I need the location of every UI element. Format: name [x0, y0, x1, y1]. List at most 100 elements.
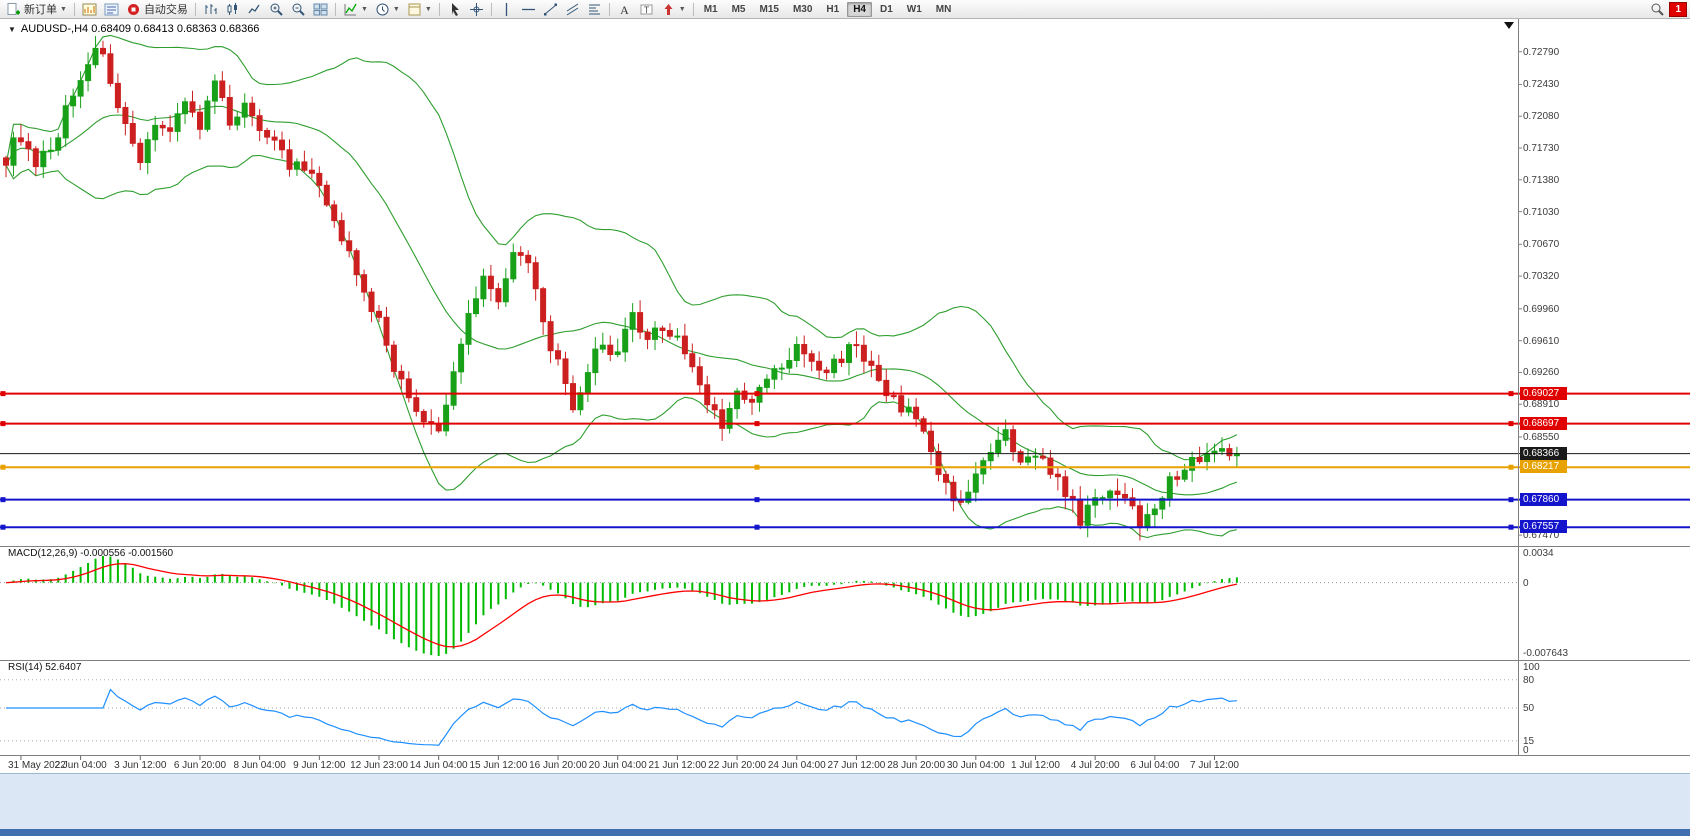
time-axis-label: 3 Jun 12:00	[114, 760, 167, 771]
text-icon: A	[620, 3, 629, 17]
time-axis-label: 6 Jul 04:00	[1130, 760, 1179, 771]
arrow-symbol-icon	[664, 3, 673, 15]
timeframe-button-H4[interactable]: H4	[847, 1, 872, 17]
time-axis-label: 22 Jun 20:00	[708, 760, 766, 771]
vertical-line-icon	[505, 2, 507, 16]
horizontal-line-button[interactable]	[518, 1, 539, 17]
chevron-down-icon: ▼	[392, 5, 400, 13]
toolbar-separator	[490, 2, 492, 16]
new-order-icon	[7, 2, 20, 15]
text-label-button[interactable]: T	[636, 1, 657, 17]
toolbar-separator	[334, 2, 336, 16]
vertical-line-button[interactable]	[496, 1, 517, 17]
tile-windows-button[interactable]	[310, 1, 331, 17]
channel-button[interactable]	[562, 1, 583, 17]
bar-chart-button[interactable]	[200, 1, 221, 17]
candlestick-chart-button[interactable]	[222, 1, 243, 17]
clock-icon	[376, 3, 389, 15]
crosshair-button[interactable]	[466, 1, 487, 17]
fibonacci-button[interactable]	[584, 1, 605, 17]
timeframe-button-M1[interactable]: M1	[703, 3, 718, 15]
scroll-marker-icon[interactable]	[1504, 22, 1514, 29]
main-toolbar: 新订单 ▼ 自动交易	[0, 0, 1690, 19]
toolbar-separator	[438, 2, 440, 16]
bottom-panel	[0, 773, 1690, 830]
tile-windows-icon	[313, 3, 328, 15]
trendline-button[interactable]	[540, 1, 561, 17]
indicators-icon	[344, 3, 357, 15]
autotrading-label: 自动交易	[143, 4, 188, 16]
text-button[interactable]: A	[614, 1, 635, 17]
window-edge-strip	[0, 829, 1690, 836]
charts-window-button[interactable]	[79, 1, 100, 17]
timeframe-button-H1[interactable]: H1	[826, 3, 840, 15]
toolbar-separator	[73, 2, 75, 16]
search-button[interactable]	[1647, 1, 1668, 17]
chart-window-icon	[82, 3, 97, 15]
zoom-in-button[interactable]	[266, 1, 287, 17]
macd-signal-line	[5, 563, 1238, 648]
horizontal-level-lines[interactable]	[0, 391, 1690, 530]
time-axis-label: 6 Jun 20:00	[174, 760, 227, 771]
zoom-out-icon	[292, 3, 305, 16]
search-icon	[1651, 3, 1665, 16]
time-axis-label: 21 Jun 12:00	[648, 760, 706, 771]
rsi-line	[6, 688, 1237, 746]
chart-symbol-ohlc: ▼ AUDUSD-,H4 0.68409 0.68413 0.68363 0.6…	[8, 23, 259, 35]
new-order-label: 新订单	[24, 4, 57, 16]
bollinger-bands	[5, 34, 1238, 539]
cursor-icon	[451, 2, 459, 16]
time-axis-label: 15 Jun 12:00	[469, 760, 527, 771]
crosshair-icon	[469, 2, 483, 16]
time-axis-label: 9 Jun 12:00	[293, 760, 346, 771]
chart-window: 31 May 2022 2 Jun 04:00 3 Jun 12:00 6 Jun 2…	[0, 19, 1690, 836]
zoom-out-button[interactable]	[288, 1, 309, 17]
chevron-down-icon: ▼	[678, 5, 686, 13]
cursor-button[interactable]	[444, 1, 465, 17]
timeframe-button-W1[interactable]: W1	[906, 3, 922, 15]
toolbar-separator	[608, 2, 610, 16]
rsi-label: RSI(14) 52.6407	[8, 662, 82, 673]
time-axis-label: 1 Jul 12:00	[1011, 760, 1060, 771]
templates-button[interactable]: ▼	[404, 1, 435, 17]
timeframe-button-M15[interactable]: M15	[759, 3, 779, 15]
autotrading-icon	[127, 3, 139, 15]
timeframe-button-D1[interactable]: D1	[880, 3, 893, 15]
new-order-button[interactable]: 新订单 ▼	[3, 1, 70, 17]
chevron-down-icon: ▼	[424, 5, 432, 13]
time-axis-label: 28 Jun 20:00	[887, 760, 945, 771]
notification-badge[interactable]: 1	[1669, 1, 1687, 17]
profiles-button[interactable]	[101, 1, 122, 17]
symbol-ohlc-text: AUDUSD-,H4 0.68409 0.68413 0.68363 0.683…	[20, 23, 260, 35]
candlestick-icon	[227, 2, 237, 15]
text-label-icon: T	[640, 4, 653, 15]
arrows-button[interactable]: ▼	[658, 1, 689, 17]
periods-button[interactable]: ▼	[372, 1, 403, 17]
indicators-button[interactable]: ▼	[340, 1, 371, 17]
time-axis-label: 4 Jul 20:00	[1071, 760, 1120, 771]
time-axis-label: 30 Jun 04:00	[947, 760, 1005, 771]
toolbar-separator	[194, 2, 196, 16]
template-icon	[408, 3, 421, 15]
trendline-icon	[543, 3, 557, 15]
time-axis-label: 8 Jun 04:00	[234, 760, 287, 771]
autotrading-button[interactable]: 自动交易	[123, 1, 191, 17]
chevron-down-icon: ▼	[360, 5, 368, 13]
timeframe-button-MN[interactable]: MN	[935, 3, 952, 15]
macd-histogram	[12, 556, 1238, 656]
line-chart-button[interactable]	[244, 1, 265, 17]
timeframe-group: M1 M5 M15 M30 H1 H4 D1 W1 MN	[698, 1, 958, 17]
time-axis-label: 31 May 2022	[8, 760, 66, 771]
chart-dropdown-arrow-icon[interactable]: ▼	[8, 24, 16, 34]
toolbar-separator	[692, 2, 694, 16]
zoom-in-icon	[270, 3, 283, 16]
timeframe-button-M30[interactable]: M30	[792, 3, 813, 15]
time-axis-label: 20 Jun 04:00	[589, 760, 647, 771]
horizontal-line-icon	[521, 8, 535, 10]
macd-label: MACD(12,26,9) -0.000556 -0.001560	[8, 548, 174, 559]
timeframe-button-M5[interactable]: M5	[731, 3, 746, 15]
line-chart-icon	[248, 4, 260, 13]
